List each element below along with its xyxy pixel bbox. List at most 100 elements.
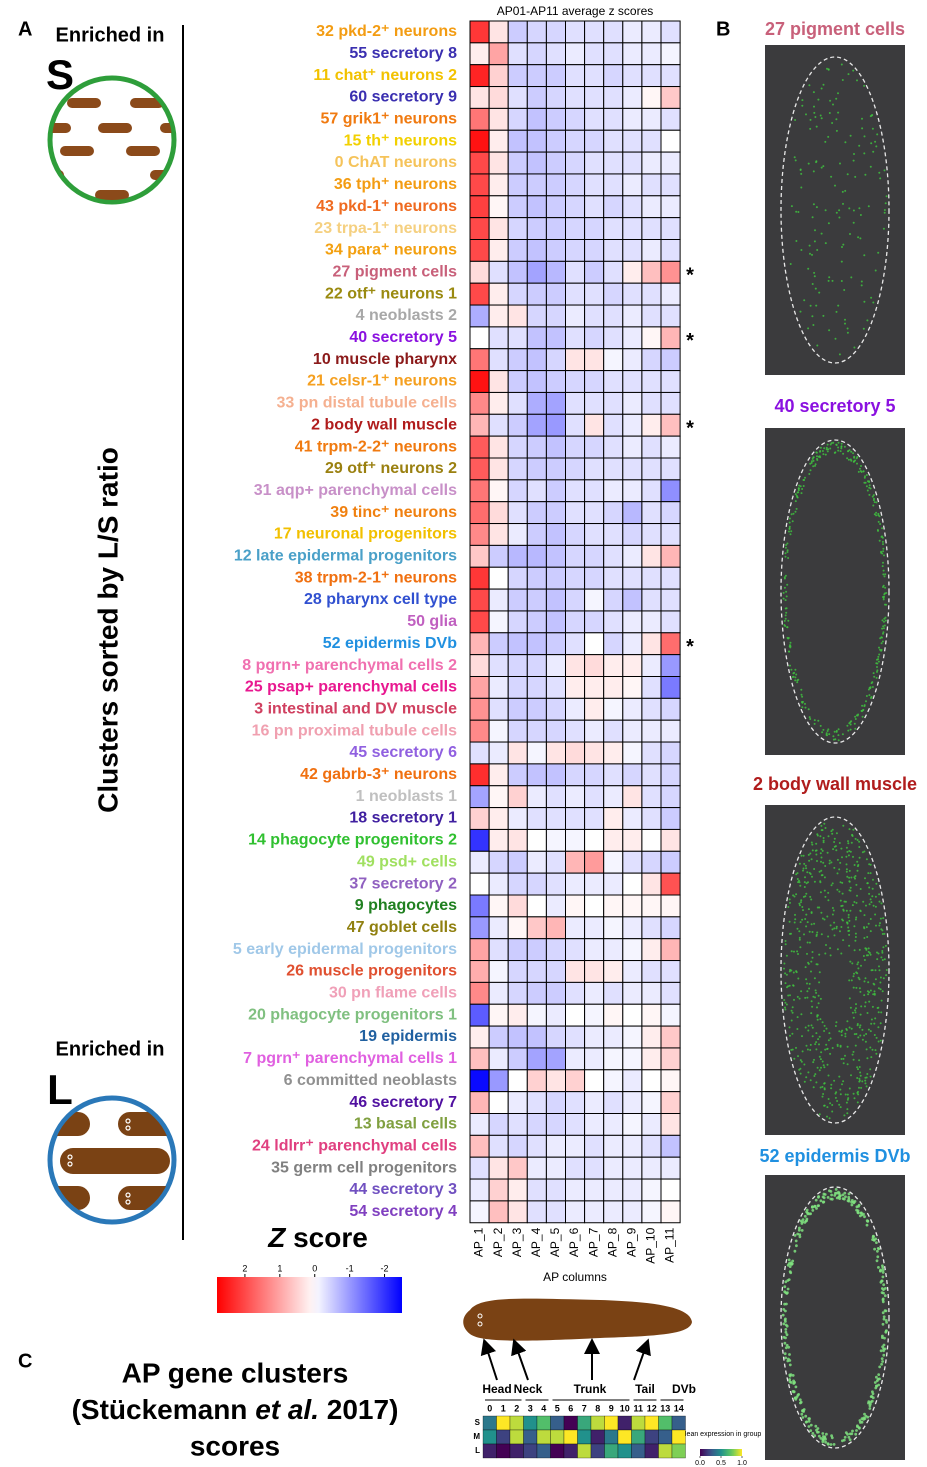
signal-dot	[884, 604, 886, 606]
signal-dot	[822, 850, 824, 852]
signal-dot	[785, 618, 787, 620]
signal-dot	[884, 209, 886, 211]
signal-dot	[871, 969, 873, 971]
signal-dot	[879, 922, 881, 924]
heatmap-cell	[623, 742, 642, 764]
heatmap-cell	[489, 1201, 508, 1223]
heatmap-cell	[470, 305, 489, 327]
heatmap-cell	[566, 895, 585, 917]
signal-dot	[832, 848, 834, 850]
heatmap-cell	[527, 87, 546, 109]
heatmap-cell	[618, 1444, 632, 1458]
signal-dot	[804, 1215, 807, 1218]
heatmap-cell	[566, 152, 585, 174]
heatmap-cell	[566, 458, 585, 480]
heatmap-cell	[585, 392, 604, 414]
heatmap-cell	[566, 327, 585, 349]
heatmap-cell	[623, 961, 642, 983]
heatmap-cell	[566, 1026, 585, 1048]
signal-dot	[789, 645, 791, 647]
image-title: 27 pigment cells	[765, 19, 905, 39]
heatmap-cell	[623, 502, 642, 524]
signal-dot	[849, 1438, 852, 1441]
heatmap-cell	[623, 87, 642, 109]
signal-dot	[797, 1016, 799, 1018]
signal-dot	[818, 1002, 820, 1004]
signal-dot	[861, 118, 863, 120]
signal-dot	[840, 848, 842, 850]
heatmap-cell	[508, 371, 527, 393]
signal-dot	[785, 1346, 788, 1349]
signal-dot	[784, 1342, 787, 1345]
signal-dot	[799, 904, 801, 906]
signal-dot	[826, 1028, 828, 1030]
heatmap-cell	[604, 961, 623, 983]
signal-dot	[839, 862, 841, 864]
signal-dot	[817, 720, 819, 722]
signal-dot	[863, 937, 865, 939]
group-label: Neck	[514, 1382, 543, 1396]
heatmap-cell	[642, 895, 661, 917]
heatmap-cell	[508, 174, 527, 196]
signal-dot	[829, 947, 831, 949]
signal-dot	[873, 494, 875, 496]
signal-dot	[814, 1043, 816, 1045]
heatmap-cell	[623, 939, 642, 961]
panel-letter: B	[716, 18, 730, 40]
heatmap-cell	[546, 961, 565, 983]
heatmap-cell	[623, 130, 642, 152]
signal-dot	[875, 1053, 877, 1055]
signal-dot	[870, 697, 872, 699]
signal-dot	[807, 1049, 809, 1051]
heatmap-cell	[585, 436, 604, 458]
signal-dot	[811, 858, 813, 860]
signal-dot	[846, 725, 848, 727]
heatmap-cell	[470, 349, 489, 371]
signal-dot	[801, 1222, 804, 1225]
signal-dot	[886, 195, 888, 197]
signal-dot	[795, 159, 797, 161]
signal-dot	[830, 1434, 833, 1437]
row-label: 7 pgrn⁺ parenchymal cells 1	[243, 1050, 457, 1067]
signal-dot	[843, 1114, 845, 1116]
signal-dot	[815, 160, 817, 162]
signal-dot	[819, 1018, 821, 1020]
signal-dot	[841, 261, 843, 263]
signal-dot	[816, 455, 818, 457]
signal-dot	[856, 895, 858, 897]
heatmap-cell	[661, 655, 680, 677]
heatmap-cell	[623, 414, 642, 436]
row-label: 31 aqp+ parenchymal cells	[254, 482, 457, 499]
signal-dot	[821, 874, 823, 876]
signal-dot	[869, 484, 871, 486]
heatmap-cell	[642, 917, 661, 939]
signal-dot	[868, 205, 870, 207]
signal-dot	[872, 302, 874, 304]
heatmap-cell	[470, 1179, 489, 1201]
signal-dot	[870, 166, 872, 168]
signal-dot	[843, 1439, 846, 1442]
heatmap-cell	[546, 240, 565, 262]
signal-dot	[815, 1199, 818, 1202]
heatmap-cell	[604, 21, 623, 43]
signal-dot	[871, 1019, 873, 1021]
heatmap-cell	[508, 1114, 527, 1136]
signal-dot	[798, 1227, 801, 1230]
heatmap-cell	[508, 1026, 527, 1048]
signal-dot	[866, 1085, 868, 1087]
signal-dot	[869, 1403, 872, 1406]
heatmap-cell	[470, 65, 489, 87]
row-label: 25 psap+ parenchymal cells	[245, 679, 457, 696]
signal-dot	[881, 637, 883, 639]
signal-dot	[795, 893, 797, 895]
heatmap-cell	[546, 414, 565, 436]
signal-dot	[812, 1432, 815, 1435]
signal-dot	[869, 1068, 871, 1070]
signal-dot	[857, 870, 859, 872]
signal-dot	[870, 990, 872, 992]
heatmap-cell	[527, 720, 546, 742]
heatmap-cell	[508, 1201, 527, 1223]
colorbar-title: Mean expression in group	[681, 1431, 762, 1438]
signal-dot	[808, 708, 810, 710]
heatmap-cell	[623, 611, 642, 633]
